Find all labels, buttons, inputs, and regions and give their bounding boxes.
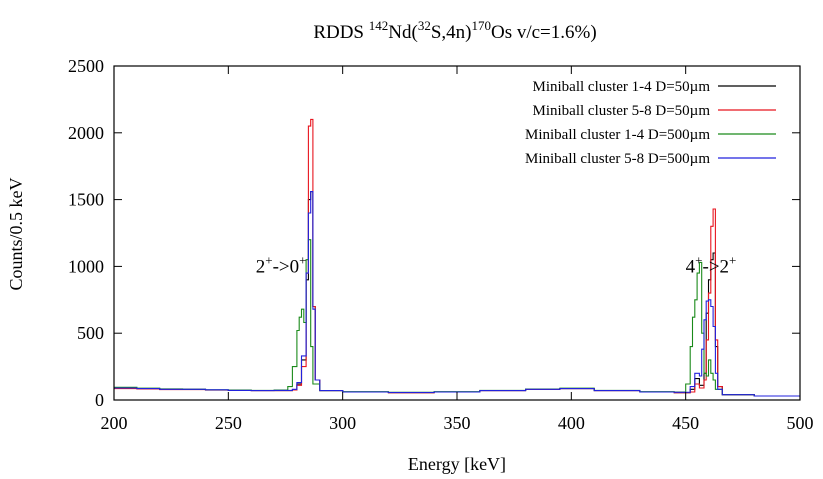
legend-label-4: Miniball cluster 5-8 D=500µm: [525, 151, 710, 167]
legend-label-1: Miniball cluster 1-4 D=50µm: [533, 79, 711, 95]
ticks-layer: 200 250 300 350 400 450 500 0 500 1000 1500 2000 250…: [68, 56, 814, 433]
x-tick-label: 350: [444, 413, 471, 433]
legend-label-2: Miniball cluster 5-8 D=50µm: [533, 103, 711, 119]
x-tick-label: 300: [329, 413, 356, 433]
x-tick-label: 450: [672, 413, 699, 433]
x-tick-label: 250: [215, 413, 242, 433]
y-tick-label: 1000: [68, 256, 104, 276]
transition-label-2: 4+->2+: [686, 252, 737, 277]
y-tick-label: 500: [77, 323, 104, 343]
y-tick-label: 0: [95, 390, 104, 410]
y-axis-label: Counts/0.5 keV: [6, 177, 26, 290]
legend: Miniball cluster 1-4 D=50µm Miniball clus…: [525, 79, 776, 167]
series-line-4: [114, 191, 800, 397]
x-axis-label: Energy [keV]: [408, 454, 506, 474]
annotation-layer: 2+->0+ 4+->2+: [256, 252, 737, 277]
transition-label-1: 2+->0+: [256, 252, 307, 277]
y-tick-label: 2000: [68, 123, 104, 143]
series-layer: [114, 118, 800, 397]
y-tick-label: 2500: [68, 56, 104, 76]
x-tick-label: 500: [787, 413, 814, 433]
x-tick-label: 200: [101, 413, 128, 433]
legend-label-3: Miniball cluster 1-4 D=500µm: [525, 127, 710, 143]
chart-title: RDDS 142Nd(32S,4n)170Os v/c=1.6%): [313, 18, 596, 43]
y-tick-label: 1500: [68, 190, 104, 210]
x-tick-label: 400: [558, 413, 585, 433]
